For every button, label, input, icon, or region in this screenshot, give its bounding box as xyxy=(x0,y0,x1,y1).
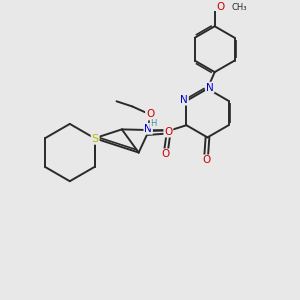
Text: O: O xyxy=(164,127,172,137)
Text: O: O xyxy=(146,110,154,119)
Text: S: S xyxy=(92,134,99,144)
Text: CH₃: CH₃ xyxy=(231,3,247,12)
Text: N: N xyxy=(144,124,152,134)
Text: O: O xyxy=(202,155,210,165)
Text: O: O xyxy=(217,2,225,12)
Text: N: N xyxy=(180,95,188,105)
Text: O: O xyxy=(162,149,170,159)
Text: H: H xyxy=(150,119,157,128)
Text: N: N xyxy=(206,82,214,93)
